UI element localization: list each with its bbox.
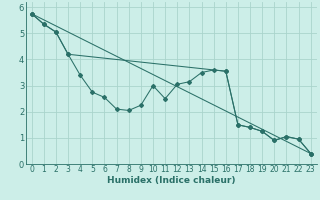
X-axis label: Humidex (Indice chaleur): Humidex (Indice chaleur) [107, 176, 236, 185]
